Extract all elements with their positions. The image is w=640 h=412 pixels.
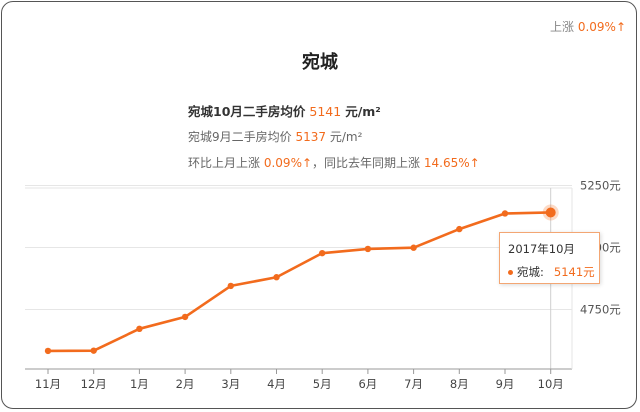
series-dot-icon: [508, 270, 513, 275]
mom-label: 环比上月上涨: [188, 156, 261, 170]
data-point: [456, 225, 463, 233]
previous-price-value: 5137: [295, 130, 327, 144]
change-value: 0.09%: [577, 20, 616, 34]
x-tick-label: 12月: [81, 377, 107, 391]
tooltip-row: 宛城: 5141元: [508, 264, 595, 280]
previous-price-label: 宛城9月二手房均价: [188, 130, 292, 144]
data-point: [364, 245, 372, 253]
mom-value: 0.09%↑: [263, 156, 313, 170]
change-indicator: 上涨 0.09%↑: [550, 18, 626, 35]
chart-tooltip: 2017年10月 宛城: 5141元: [499, 232, 600, 284]
data-point: [501, 210, 509, 217]
yoy-label: ，同比去年同期上涨: [312, 156, 421, 170]
data-point: [273, 274, 280, 281]
x-tick-label: 6月: [358, 377, 377, 391]
y-tick-label: 5250元: [580, 178, 621, 192]
data-point: [410, 244, 417, 251]
x-tick-label: 8月: [450, 377, 469, 391]
x-tick-label: 3月: [221, 377, 240, 391]
x-tick-label: 10月: [538, 377, 564, 391]
current-price-label: 宛城10月二手房均价: [188, 104, 306, 119]
data-point: [90, 347, 97, 354]
previous-price-unit: 元/m²: [329, 130, 363, 144]
series-line: [46, 211, 553, 353]
previous-price-line: 宛城9月二手房均价 5137 元/m²: [188, 128, 362, 145]
highlight-point: [545, 207, 556, 218]
current-price-unit: 元/m²: [345, 104, 381, 119]
x-tick-label: 11月: [35, 377, 61, 391]
page-title: 宛城: [302, 52, 338, 73]
data-point: [136, 325, 143, 333]
current-price-line: 宛城10月二手房均价 5141 元/m²: [188, 101, 381, 120]
x-tick-label: 9月: [496, 377, 515, 391]
up-arrow-icon: ↑: [615, 20, 626, 34]
x-tick-label: 7月: [404, 377, 423, 391]
data-point: [44, 347, 52, 355]
yoy-value: 14.65%↑: [423, 156, 480, 170]
y-tick-label: 4750元: [580, 302, 621, 316]
current-price-value: 5141: [309, 104, 342, 119]
data-point: [319, 249, 326, 257]
tooltip-value: 5141元: [553, 265, 595, 279]
x-tick-label: 5月: [313, 377, 332, 391]
x-tick-label: 4月: [267, 377, 286, 391]
change-summary-line: 环比上月上涨 0.09%↑，同比去年同期上涨 14.65%↑: [188, 154, 480, 171]
tooltip-date: 2017年10月: [508, 242, 575, 256]
x-tick-label: 2月: [176, 377, 195, 391]
tooltip-series-label: 宛城:: [517, 265, 544, 279]
x-tick-label: 1月: [130, 377, 149, 391]
change-label: 上涨: [549, 20, 574, 34]
data-point: [181, 313, 189, 321]
data-point: [227, 282, 234, 290]
